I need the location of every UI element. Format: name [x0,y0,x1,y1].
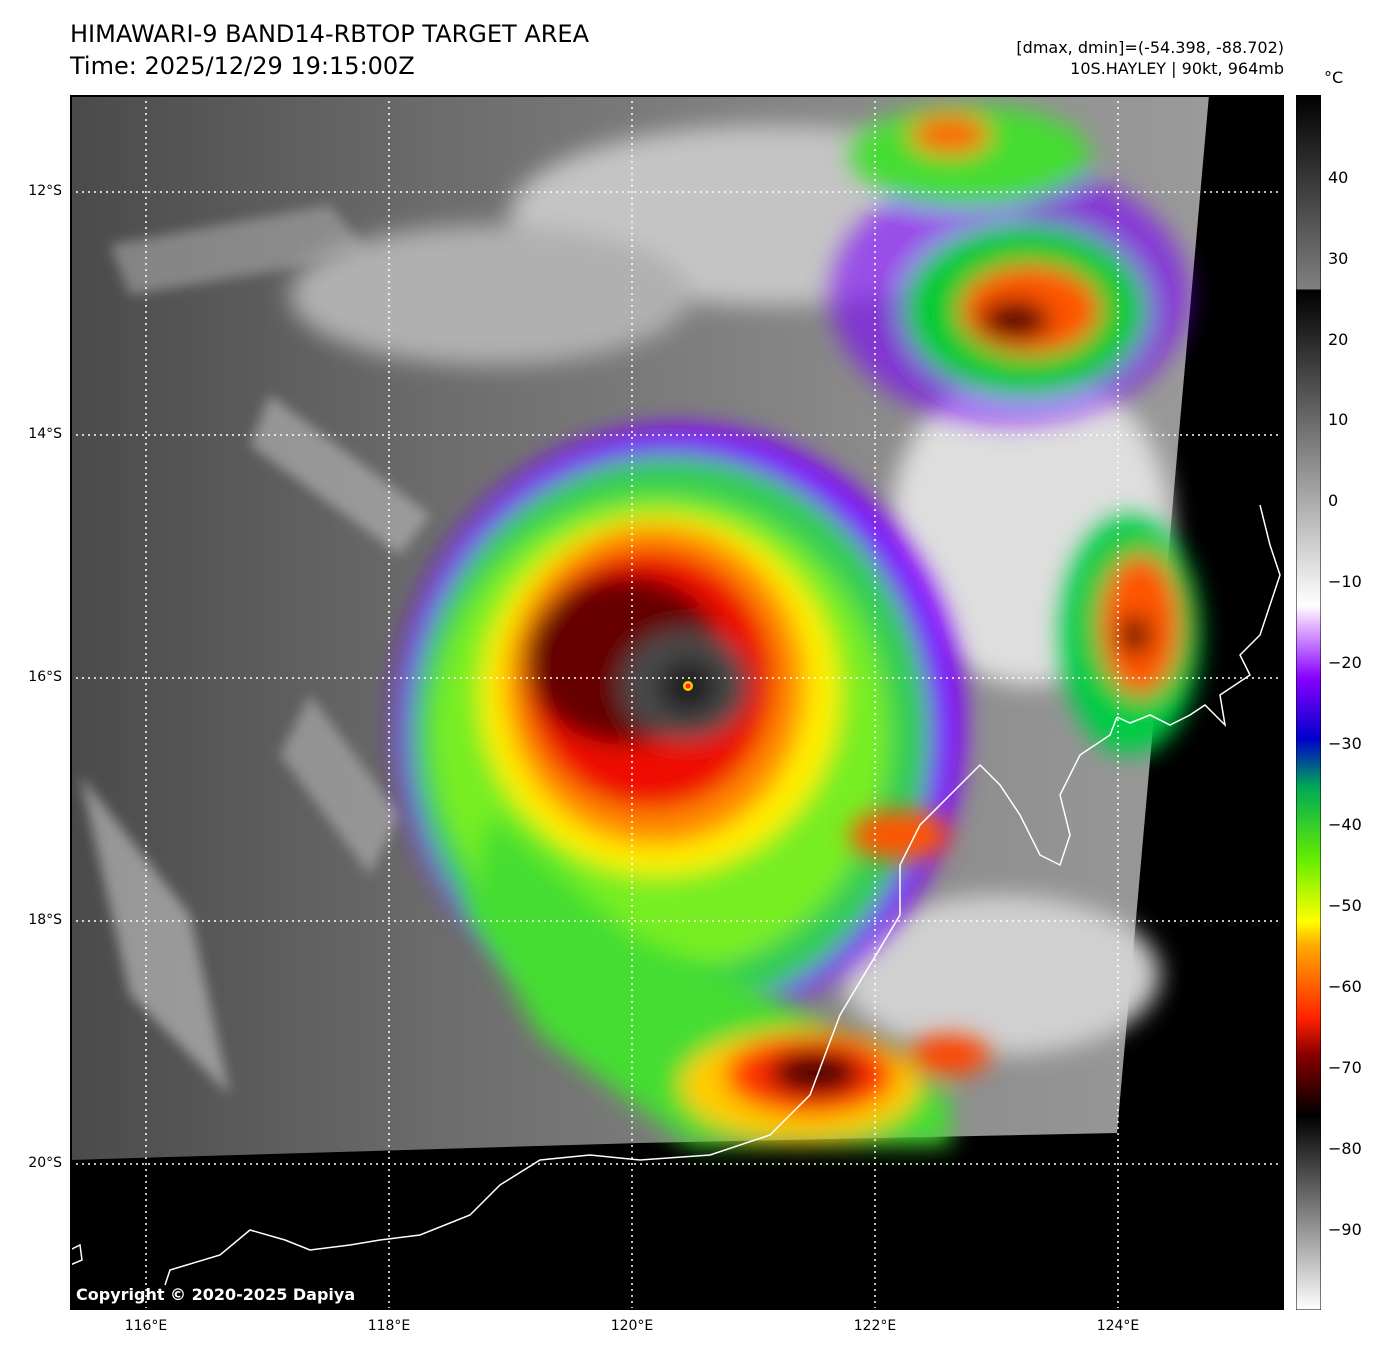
colorbar-tick: 0 [1328,491,1339,510]
colorbar-tick: −60 [1328,977,1362,996]
colorbar-tick: −30 [1328,734,1362,753]
colorbar [1295,94,1322,1311]
colorbar-tick: 20 [1328,330,1349,349]
lat-label-14s: 14°S [28,426,62,442]
lat-label-20s: 20°S [28,1155,62,1171]
colorbar-tick: −80 [1328,1139,1362,1158]
lon-label-120e: 120°E [610,1318,654,1334]
colorbar-tick: −70 [1328,1058,1362,1077]
colorbar-tick: 40 [1328,168,1349,187]
lon-label-116e: 116°E [124,1318,168,1334]
copyright-text: Copyright © 2020-2025 Dapiya [76,1285,355,1304]
lat-label-16s: 16°S [28,669,62,685]
colorbar-unit: °C [1324,68,1344,87]
chart-time: Time: 2025/12/29 19:15:00Z [70,52,415,80]
coastline [69,504,1281,1286]
colorbar-tick: 30 [1328,249,1349,268]
colorbar-tick: −10 [1328,572,1362,591]
colorbar-tick: −20 [1328,653,1362,672]
colorbar-tick: −50 [1328,896,1362,915]
data-range: [dmax, dmin]=(-54.398, -88.702) [1016,38,1284,57]
satellite-map: Copyright © 2020-2025 Dapiya [69,95,1284,1310]
colorbar-tick: −90 [1328,1220,1362,1239]
storm-info: 10S.HAYLEY | 90kt, 964mb [1070,59,1284,78]
chart-title: HIMAWARI-9 BAND14-RBTOP TARGET AREA [70,20,590,48]
lon-label-124e: 124°E [1096,1318,1140,1334]
colorbar-tick: 10 [1328,410,1349,429]
lat-label-12s: 12°S [28,183,62,199]
lon-label-118e: 118°E [367,1318,411,1334]
lat-label-18s: 18°S [28,912,62,928]
lon-label-122e: 122°E [853,1318,897,1334]
colorbar-tick: −40 [1328,815,1362,834]
